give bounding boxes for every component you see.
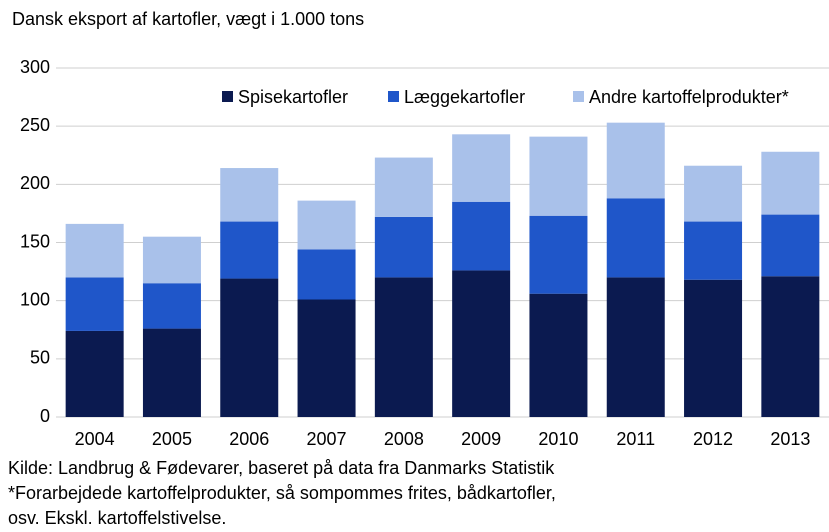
legend-swatch (388, 91, 399, 102)
bar-segment (374, 157, 433, 217)
x-tick-label: 2006 (229, 429, 269, 449)
x-tick-label: 2013 (770, 429, 810, 449)
x-tick-label: 2011 (616, 429, 655, 449)
bar-segment (684, 221, 743, 280)
bar-segment (142, 283, 201, 329)
y-tick-label: 300 (20, 57, 50, 77)
bar-segment (65, 330, 124, 417)
bar-segment (606, 198, 665, 278)
legend-swatch (222, 91, 233, 102)
bar-segment (142, 236, 201, 284)
bar-segment (529, 136, 588, 216)
bar-segment (684, 279, 743, 417)
legend-label: Spisekartofler (238, 87, 348, 107)
bar-segment (220, 168, 279, 222)
x-tick-label: 2010 (538, 429, 578, 449)
y-tick-label: 100 (20, 289, 50, 309)
y-tick-label: 250 (20, 115, 50, 135)
y-tick-label: 50 (30, 348, 50, 368)
bar-segment (65, 223, 124, 278)
legend-label: Andre kartoffelprodukter* (589, 87, 789, 107)
x-tick-label: 2005 (152, 429, 192, 449)
chart-title: Dansk eksport af kartofler, vægt i 1.000… (12, 9, 364, 29)
note: *Forarbejdede kartoffelprodukter, så som… (8, 483, 556, 503)
bar-segment (529, 293, 588, 417)
x-tick-label: 2012 (693, 429, 733, 449)
bar-segment (452, 201, 511, 271)
bar-segment (761, 214, 820, 277)
bar-segment (297, 200, 356, 250)
bar-segment (684, 165, 743, 222)
x-tick-label: 2007 (307, 429, 347, 449)
bar-segment (374, 216, 433, 278)
bar-segment (452, 134, 511, 202)
y-tick-label: 0 (40, 406, 50, 426)
bar-segment (297, 249, 356, 300)
bar-segment (220, 221, 279, 279)
bar-segment (761, 276, 820, 417)
bar-segment (606, 122, 665, 199)
bar-segment (297, 299, 356, 417)
bar-segment (529, 215, 588, 294)
bar-segment (606, 277, 665, 417)
x-tick-label: 2004 (75, 429, 115, 449)
x-tick-label: 2009 (461, 429, 501, 449)
x-tick-label: 2008 (384, 429, 424, 449)
bar-segment (374, 277, 433, 417)
note: Kilde: Landbrug & Fødevarer, baseret på … (8, 458, 555, 478)
bar-segment (142, 328, 201, 417)
legend-label: Læggekartofler (404, 87, 525, 107)
y-tick-label: 150 (20, 231, 50, 251)
note: osv. Ekskl. kartoffelstivelse. (8, 508, 226, 528)
bar-segment (761, 151, 820, 215)
bar-segment (220, 278, 279, 417)
bar-segment (452, 270, 511, 417)
bar-segment (65, 277, 124, 331)
y-tick-label: 200 (20, 173, 50, 193)
legend-swatch (573, 91, 584, 102)
